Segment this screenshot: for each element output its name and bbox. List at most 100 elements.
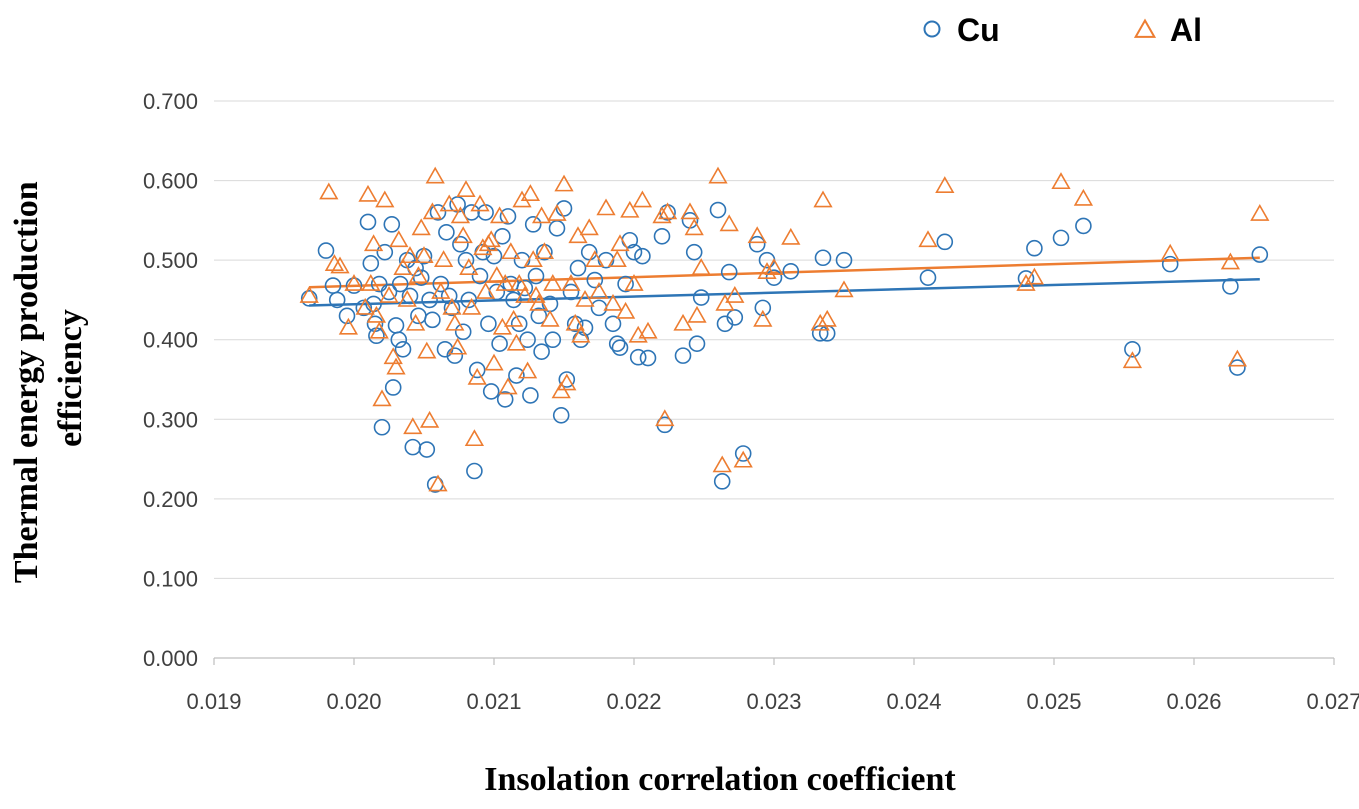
point-cu	[429, 204, 447, 221]
x-tick-label: 0.027	[1306, 689, 1359, 714]
point-cu	[383, 216, 401, 233]
point-al	[470, 194, 490, 212]
point-cu	[418, 441, 436, 458]
point-al	[379, 285, 399, 303]
x-tick-label: 0.026	[1166, 689, 1221, 714]
point-al	[484, 353, 504, 371]
point-al	[585, 250, 605, 268]
point-cu	[362, 255, 380, 272]
y-tick-label: 0.100	[143, 566, 198, 591]
point-cu	[530, 307, 548, 325]
point-al	[575, 289, 595, 307]
point-cu	[586, 271, 604, 289]
point-cu	[412, 269, 430, 286]
point-cu	[748, 235, 766, 253]
point-cu	[814, 249, 832, 267]
point-al	[733, 450, 753, 468]
point-cu	[513, 251, 531, 269]
point-cu	[625, 243, 643, 261]
point-al	[589, 281, 609, 299]
point-al	[369, 321, 389, 339]
point-cu	[457, 251, 475, 269]
point-cu	[544, 331, 562, 349]
point-cu	[1161, 255, 1179, 273]
point-cu	[446, 347, 464, 364]
point-al	[561, 274, 581, 291]
y-tick-label: 0.600	[143, 169, 198, 194]
point-al	[442, 297, 462, 315]
point-al	[603, 293, 623, 311]
point-al	[439, 194, 459, 212]
point-al	[557, 373, 577, 391]
point-cu	[634, 247, 651, 265]
point-al	[512, 190, 532, 208]
point-al	[1227, 349, 1248, 367]
point-cu	[480, 315, 497, 333]
point-al	[757, 262, 777, 279]
point-al	[712, 455, 732, 473]
point-cu	[639, 349, 657, 367]
point-cu	[482, 383, 500, 400]
point-cu	[384, 379, 402, 396]
point-cu	[685, 243, 703, 261]
point-al	[461, 297, 482, 315]
point-cu	[533, 343, 550, 360]
point-al	[372, 389, 392, 407]
point-al	[1051, 172, 1071, 190]
point-al	[344, 274, 364, 291]
point-cu	[604, 315, 622, 333]
point-al	[529, 293, 549, 311]
point-al	[571, 325, 591, 343]
trendlines	[309, 256, 1260, 307]
point-cu	[401, 287, 419, 305]
point-al	[330, 256, 350, 274]
point-al	[509, 274, 529, 291]
point-al	[431, 281, 451, 299]
point-al	[834, 280, 854, 298]
point-cu	[508, 367, 525, 384]
tick-labels: 0.000 0.100 0.200 0.300 0.400 0.500 0.600 0.700…	[143, 89, 1359, 714]
point-al	[459, 258, 479, 275]
point-cu	[590, 299, 608, 317]
point-cu	[734, 445, 752, 462]
trendline-cu	[309, 277, 1260, 307]
point-al	[764, 258, 784, 275]
point-cu	[674, 347, 692, 364]
point-cu	[527, 267, 545, 285]
point-cu	[653, 227, 671, 245]
point-cu	[688, 335, 706, 352]
point-al	[338, 317, 359, 335]
point-al	[684, 218, 704, 236]
point-al	[719, 214, 739, 232]
y-axis-title: Thermal energy production efficiency	[8, 173, 89, 583]
point-al	[363, 234, 384, 252]
point-al	[547, 204, 567, 221]
point-al	[403, 417, 423, 435]
point-al	[389, 230, 409, 248]
point-al	[501, 242, 521, 260]
point-cu	[471, 267, 489, 285]
point-al	[375, 190, 395, 208]
legend-al-label: Al	[1170, 12, 1202, 48]
y-tick-label: 0.200	[143, 487, 198, 512]
point-al	[554, 174, 574, 192]
point-al	[405, 313, 426, 331]
point-cu	[404, 438, 422, 456]
point-cu	[1124, 340, 1141, 358]
point-cu	[720, 263, 738, 281]
point-cu	[754, 299, 772, 317]
point-al	[531, 206, 552, 224]
point-al	[680, 202, 700, 220]
point-cu	[936, 233, 954, 251]
point-cu	[391, 275, 409, 293]
point-cu	[1052, 229, 1070, 247]
data-points	[299, 166, 1270, 493]
axes	[213, 657, 1335, 665]
point-al	[361, 274, 381, 291]
point-al	[610, 234, 630, 252]
point-al	[453, 226, 473, 244]
point-al	[433, 250, 454, 268]
point-al	[428, 474, 448, 492]
x-tick-label: 0.023	[746, 689, 801, 714]
point-al	[386, 357, 406, 375]
